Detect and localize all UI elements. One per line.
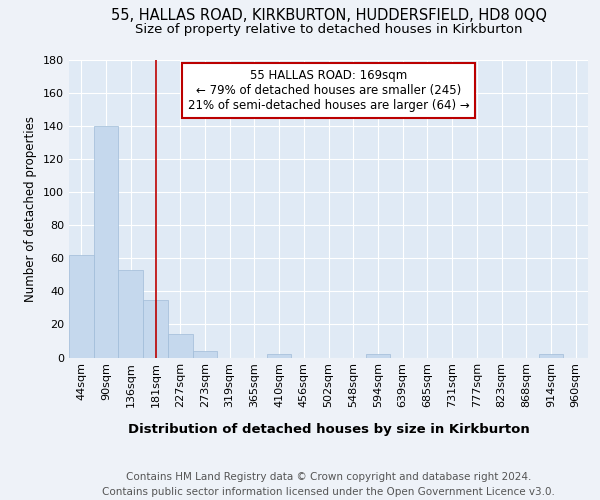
Bar	[539, 354, 563, 358]
Bar	[69, 255, 94, 358]
Bar	[168, 334, 193, 357]
Text: Contains HM Land Registry data © Crown copyright and database right 2024.
Contai: Contains HM Land Registry data © Crown c…	[103, 472, 555, 498]
Bar	[94, 126, 118, 358]
Text: 55 HALLAS ROAD: 169sqm
← 79% of detached houses are smaller (245)
21% of semi-de: 55 HALLAS ROAD: 169sqm ← 79% of detached…	[188, 69, 469, 112]
Bar	[365, 354, 390, 358]
Text: 55, HALLAS ROAD, KIRKBURTON, HUDDERSFIELD, HD8 0QQ: 55, HALLAS ROAD, KIRKBURTON, HUDDERSFIEL…	[111, 8, 547, 22]
Bar	[193, 351, 217, 358]
Bar	[143, 300, 168, 358]
Text: Distribution of detached houses by size in Kirkburton: Distribution of detached houses by size …	[128, 422, 530, 436]
Text: Size of property relative to detached houses in Kirkburton: Size of property relative to detached ho…	[135, 22, 523, 36]
Y-axis label: Number of detached properties: Number of detached properties	[25, 116, 37, 302]
Bar	[118, 270, 143, 358]
Bar	[267, 354, 292, 358]
